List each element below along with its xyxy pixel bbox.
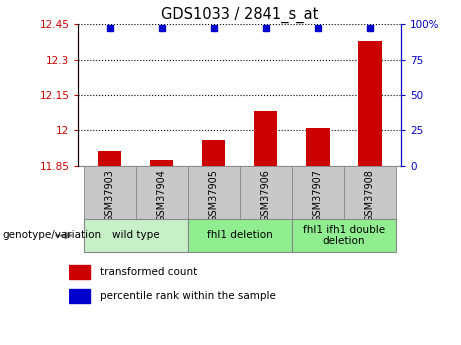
Text: GSM37908: GSM37908 bbox=[365, 169, 375, 222]
Bar bbox=[292, 219, 396, 252]
Bar bbox=[344, 166, 396, 219]
Text: GSM37903: GSM37903 bbox=[105, 169, 115, 222]
Text: GSM37904: GSM37904 bbox=[157, 169, 166, 222]
Bar bbox=[292, 166, 344, 219]
Title: GDS1033 / 2841_s_at: GDS1033 / 2841_s_at bbox=[161, 7, 319, 23]
Bar bbox=[150, 160, 173, 166]
Text: GSM37905: GSM37905 bbox=[209, 169, 219, 222]
Text: wild type: wild type bbox=[112, 230, 160, 240]
Bar bbox=[83, 219, 188, 252]
Bar bbox=[188, 166, 240, 219]
Text: fhl1 deletion: fhl1 deletion bbox=[207, 230, 272, 240]
Text: percentile rank within the sample: percentile rank within the sample bbox=[100, 291, 276, 301]
Bar bbox=[306, 128, 330, 166]
Bar bbox=[202, 140, 225, 166]
Bar bbox=[98, 151, 121, 166]
Bar bbox=[240, 166, 292, 219]
Bar bbox=[136, 166, 188, 219]
Bar bbox=[69, 265, 90, 279]
Bar bbox=[83, 166, 136, 219]
Bar bbox=[254, 111, 278, 166]
Text: GSM37906: GSM37906 bbox=[261, 169, 271, 222]
Text: transformed count: transformed count bbox=[100, 267, 197, 277]
Text: fhl1 ifh1 double
deletion: fhl1 ifh1 double deletion bbox=[303, 225, 385, 246]
Bar bbox=[69, 289, 90, 303]
Text: genotype/variation: genotype/variation bbox=[2, 230, 101, 240]
Bar bbox=[188, 219, 292, 252]
Bar bbox=[358, 41, 382, 166]
Text: GSM37907: GSM37907 bbox=[313, 169, 323, 222]
